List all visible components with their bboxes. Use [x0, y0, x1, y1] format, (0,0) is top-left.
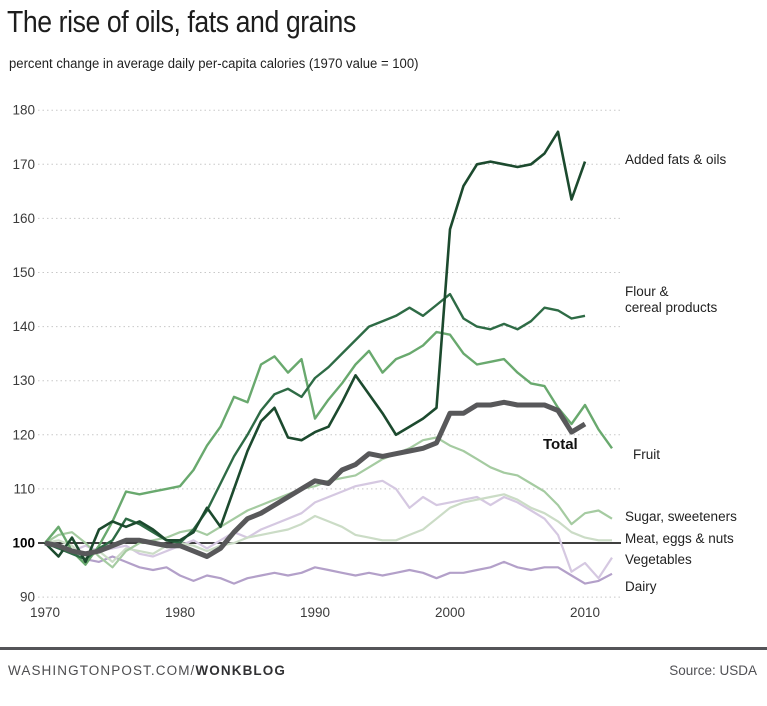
x-tick-label-1970: 1970	[30, 605, 60, 620]
series-label-added_fats_oils: Added fats & oils	[625, 152, 727, 167]
series-label-sugar_sweeteners: Sugar, sweeteners	[625, 509, 737, 524]
footer-brand: WASHINGTONPOST.COM/WONKBLOG	[8, 663, 286, 678]
footer-brand-prefix: WASHINGTONPOST.COM/	[8, 663, 196, 678]
chart-subtitle: percent change in average daily per-capi…	[9, 56, 419, 71]
x-tick-label-1980: 1980	[165, 605, 195, 620]
y-tick-label-180: 180	[12, 103, 35, 118]
x-tick-label-2000: 2000	[435, 605, 465, 620]
series-line-fruit	[44, 330, 613, 566]
series-line-added_fats_oils	[44, 130, 587, 564]
series-label-total: Total	[543, 436, 578, 453]
y-tick-label-100: 100	[12, 536, 35, 551]
y-tick-label-90: 90	[20, 590, 35, 605]
series-line-vegetables	[44, 479, 613, 580]
y-tick-label-120: 120	[12, 427, 35, 442]
series-line-meat_eggs_nuts	[44, 493, 612, 564]
series-label-fruit: Fruit	[633, 447, 660, 462]
series-line-dairy	[44, 541, 613, 585]
footer-source: Source: USDA	[669, 663, 757, 678]
y-tick-label-160: 160	[12, 211, 35, 226]
footer-brand-wonkblog: WONKBLOG	[195, 663, 286, 678]
x-tick-label-1990: 1990	[300, 605, 330, 620]
series-line-sugar_sweeteners	[44, 436, 613, 569]
series-label-flour_cereal: Flour & cereal products	[625, 284, 718, 315]
series-label-dairy: Dairy	[625, 579, 657, 594]
y-tick-label-130: 130	[12, 373, 35, 388]
line-chart-plot: 90 100 110 120 130 140 150 160 170 180 1970 1980 199…	[12, 103, 621, 620]
x-tick-label-2010: 2010	[570, 605, 600, 620]
series-label-meat_eggs_nuts: Meat, eggs & nuts	[625, 531, 734, 546]
series-line-flour_cereal	[44, 292, 586, 561]
series-line-total	[44, 399, 587, 559]
y-tick-label-110: 110	[13, 481, 35, 496]
y-tick-label-170: 170	[12, 157, 35, 172]
page-title: The rise of oils, fats and grains	[7, 4, 356, 39]
series-label-vegetables: Vegetables	[625, 552, 692, 567]
footer-divider	[0, 647, 767, 650]
y-tick-label-140: 140	[12, 319, 35, 334]
y-tick-label-150: 150	[12, 265, 35, 280]
